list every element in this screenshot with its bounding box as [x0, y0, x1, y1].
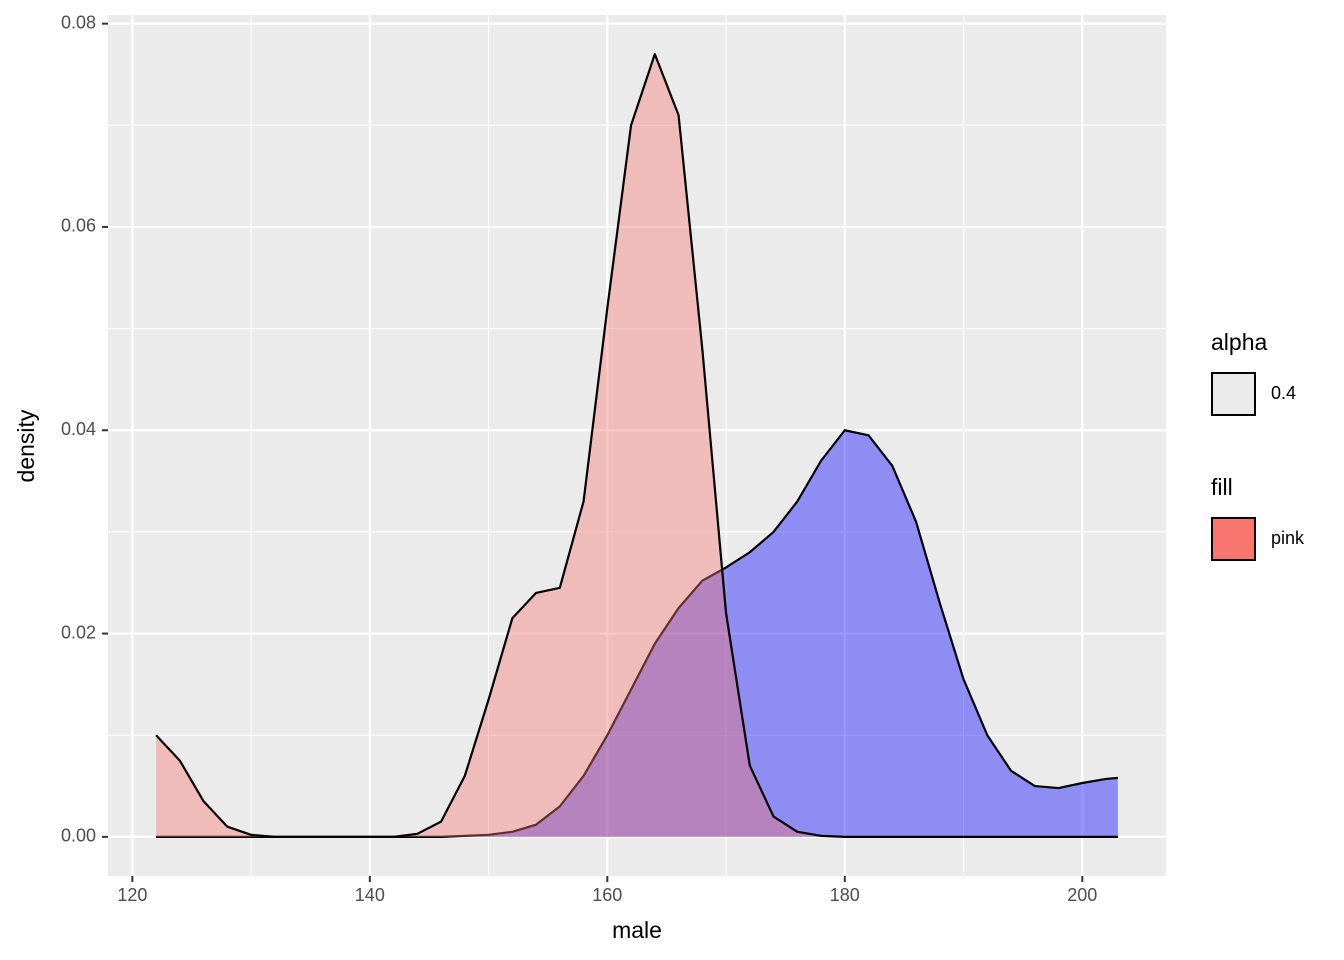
grid — [108, 15, 1166, 876]
legend-title: fill — [1211, 474, 1233, 500]
y-tick-label: 0.04 — [61, 419, 96, 439]
x-tick-label: 200 — [1067, 885, 1097, 905]
y-tick-label: 0.06 — [61, 216, 96, 236]
x-tick-label: 160 — [592, 885, 622, 905]
density-area — [156, 54, 1118, 837]
x-tick-label: 120 — [117, 885, 147, 905]
x-tick-label: 180 — [830, 885, 860, 905]
y-tick-label: 0.02 — [61, 622, 96, 642]
legend-label: pink — [1271, 528, 1305, 548]
axes: 120 140 160 180 200 0.00 0.02 0.04 0.06 0.08 — [61, 12, 1097, 904]
legend: alpha 0.4 fill pink — [1211, 329, 1305, 561]
legend-key — [1211, 517, 1256, 561]
x-axis-title: male — [612, 917, 662, 943]
x-tick-label: 140 — [355, 885, 385, 905]
density-line — [155, 53, 1118, 838]
y-tick-label: 0.00 — [61, 826, 96, 846]
marks — [155, 53, 1119, 838]
density-area — [156, 430, 1118, 837]
y-axis-title: density — [13, 409, 39, 482]
legend-key — [1211, 372, 1256, 416]
panel — [108, 15, 1166, 876]
legend-title: alpha — [1211, 329, 1267, 355]
y-tick-label: 0.08 — [61, 12, 96, 32]
legend-label: 0.4 — [1271, 383, 1296, 403]
